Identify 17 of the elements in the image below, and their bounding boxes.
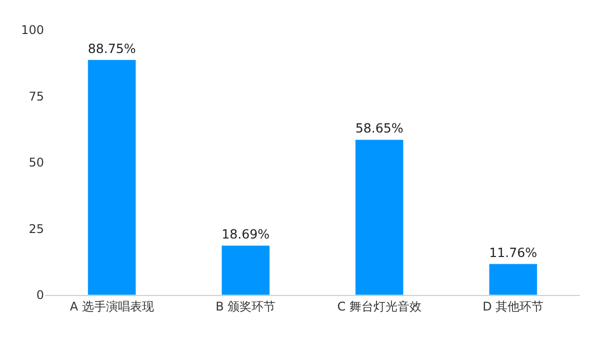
y-tick-label: 75 (28, 89, 44, 104)
bar (355, 139, 404, 295)
x-tick-label: A 选手演唱表现 (70, 299, 154, 314)
x-tick-label: B 颁奖环节 (216, 299, 276, 314)
data-label: 88.75% (88, 40, 136, 56)
bar (88, 60, 136, 295)
y-tick-label: 25 (28, 222, 44, 236)
data-label: 58.65% (355, 120, 404, 136)
y-tick-label: 50 (28, 156, 44, 170)
y-tick-label: 100 (21, 23, 44, 38)
y-tick-label: 0 (36, 288, 44, 302)
bar (221, 245, 270, 295)
data-label: 18.69% (222, 226, 270, 242)
x-tick-label: C 舞台灯光音效 (337, 299, 422, 314)
data-label: 11.76% (489, 244, 538, 260)
x-tick-label: D 其他环节 (482, 299, 544, 314)
bar (488, 264, 538, 295)
